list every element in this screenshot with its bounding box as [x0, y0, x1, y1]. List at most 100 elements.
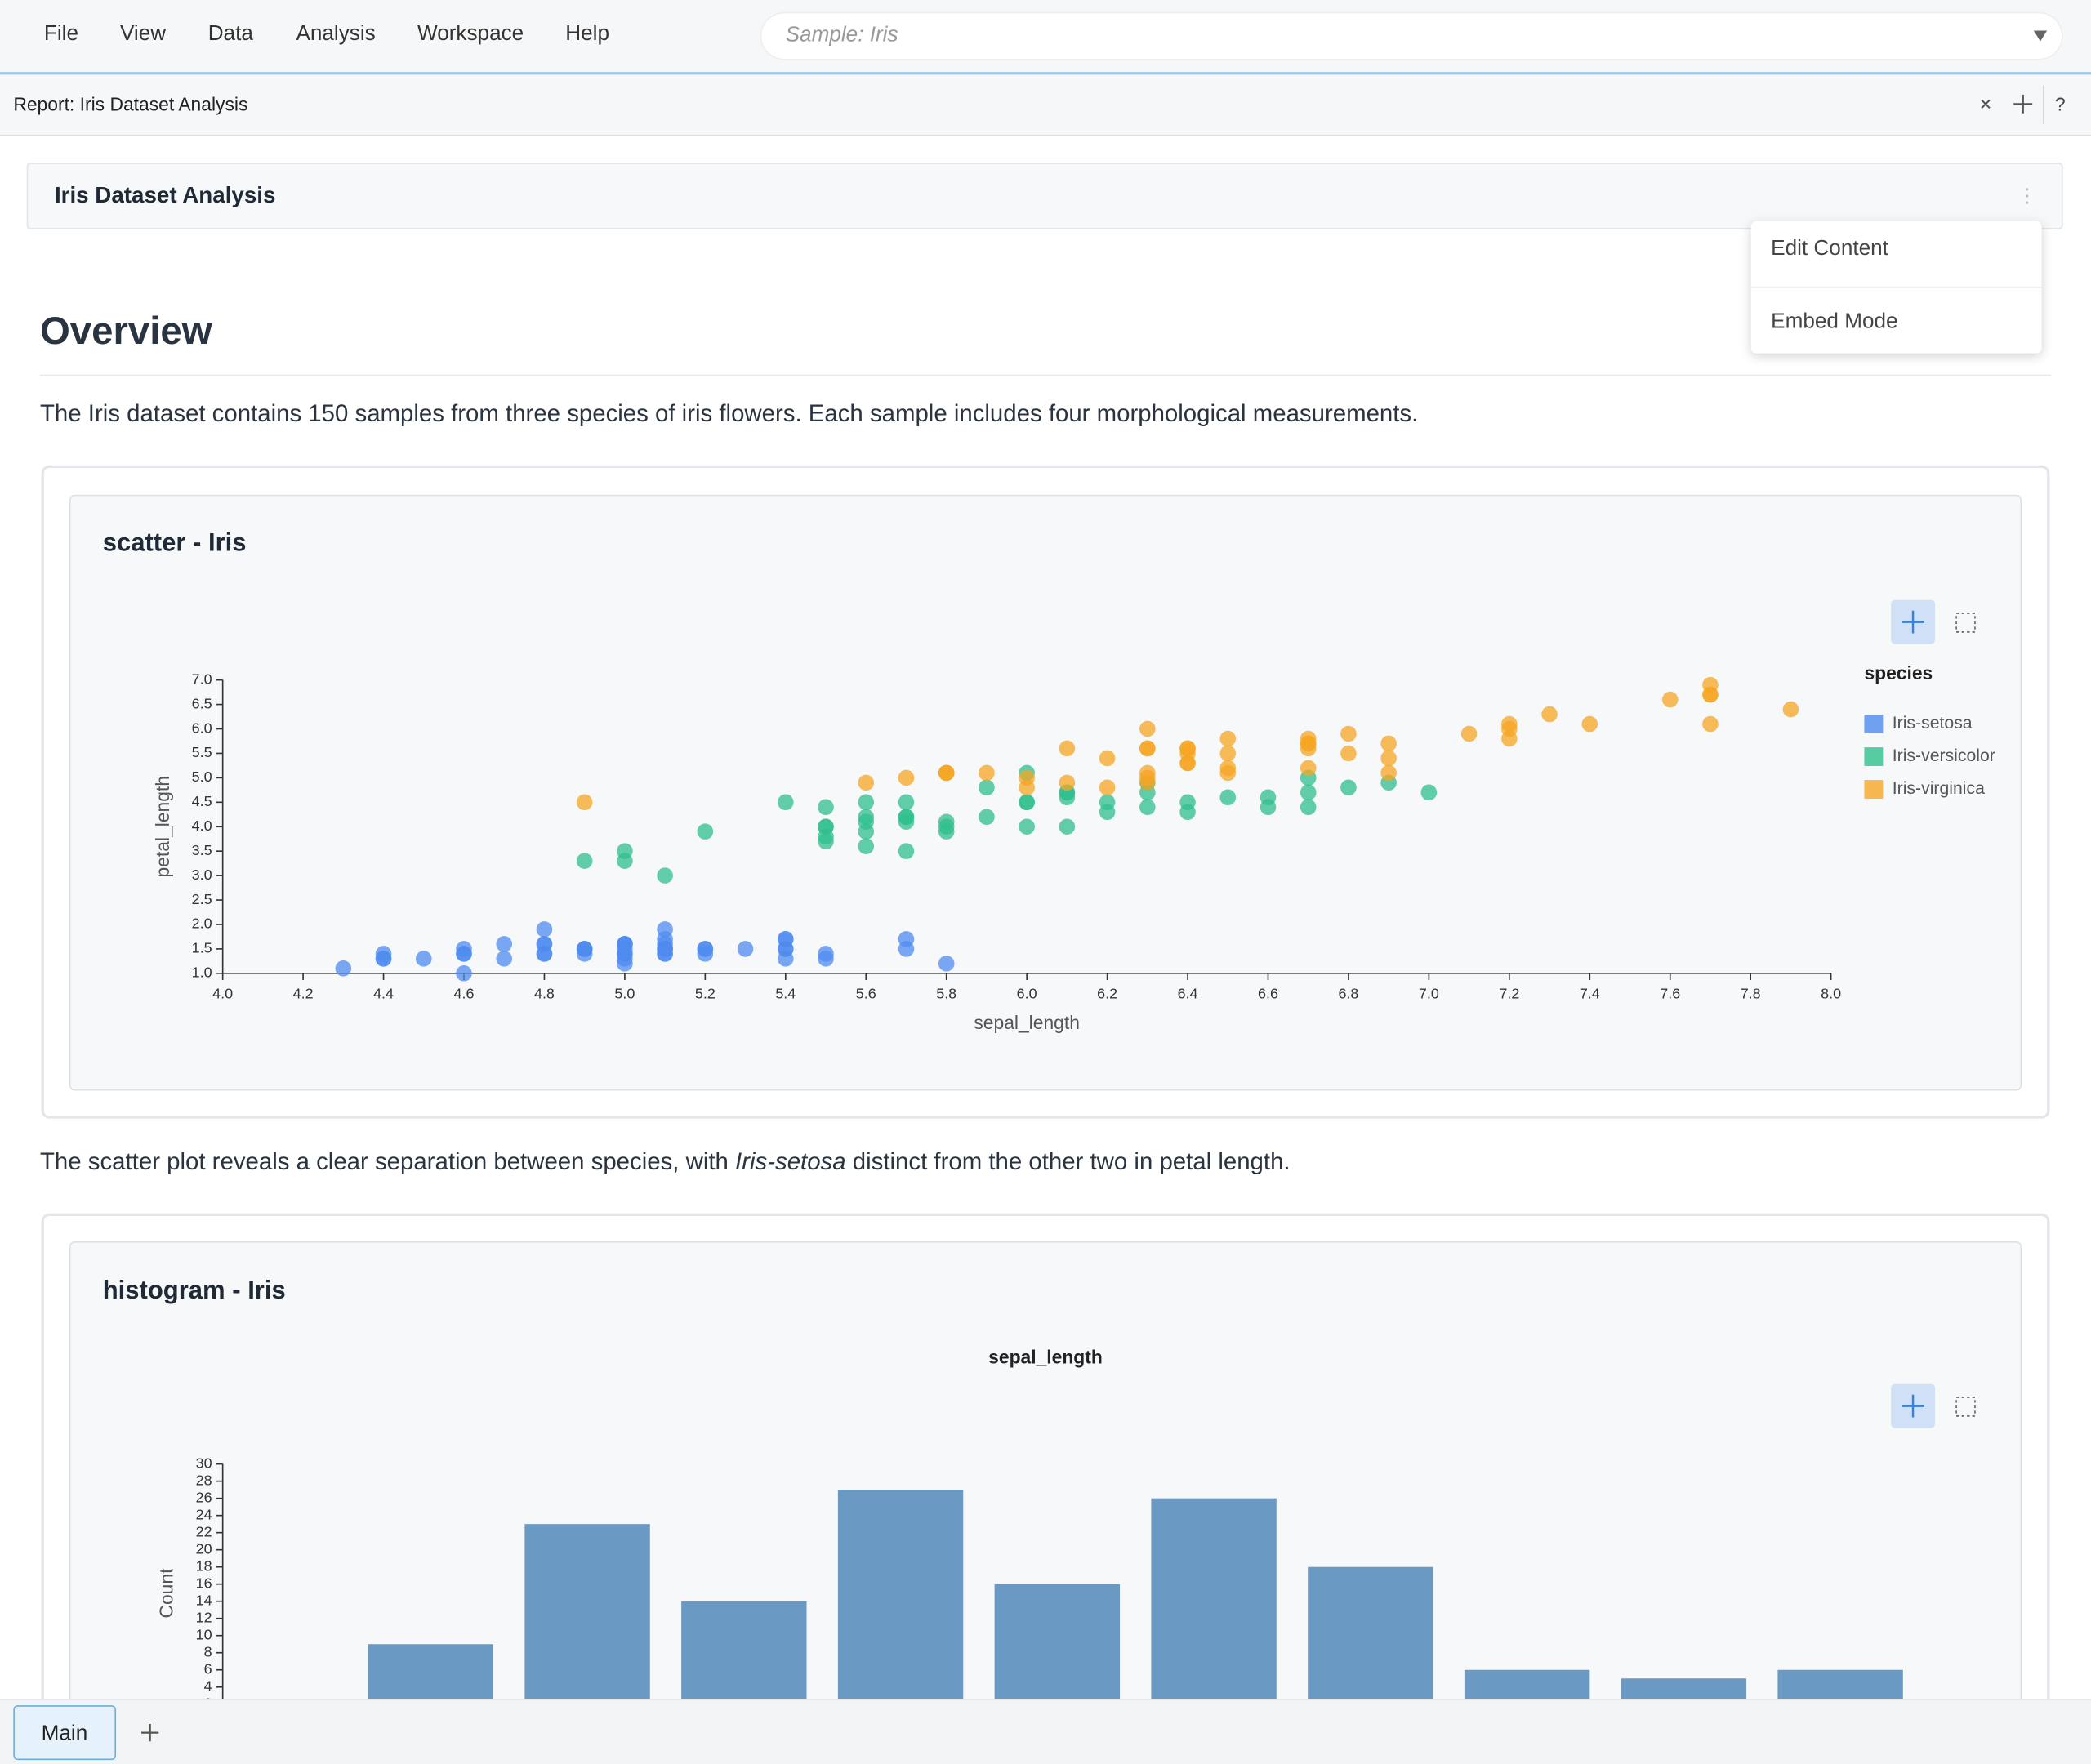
- y-tick-label: 3.5: [192, 842, 212, 858]
- point: [1019, 779, 1035, 796]
- x-tick-label: 6.0: [1017, 986, 1037, 1002]
- point: [375, 951, 392, 967]
- point: [1541, 706, 1558, 723]
- point: [1380, 735, 1397, 752]
- menu-analysis[interactable]: Analysis: [296, 22, 376, 46]
- help-button[interactable]: ?: [2054, 93, 2066, 115]
- point: [898, 931, 915, 947]
- selector-text: Sample: Iris: [785, 24, 898, 47]
- add-tab[interactable]: [140, 1722, 159, 1742]
- y-tick-label: 12: [196, 1609, 212, 1625]
- point: [1300, 784, 1317, 801]
- point: [1420, 784, 1438, 801]
- y-axis-label: petal_length: [152, 776, 173, 877]
- select-tool[interactable]: [1955, 612, 1976, 633]
- x-tick-label: 7.0: [1419, 986, 1439, 1002]
- point: [1340, 745, 1357, 762]
- point: [617, 853, 633, 869]
- legend-title: species: [1864, 662, 1933, 684]
- menu-view[interactable]: View: [119, 22, 167, 46]
- y-tick-label: 8: [204, 1643, 212, 1659]
- point: [456, 965, 472, 982]
- tab-main[interactable]: Main: [13, 1705, 117, 1761]
- point: [979, 779, 995, 796]
- point: [576, 794, 593, 811]
- y-tick-label: 2.5: [192, 891, 212, 907]
- x-tick-label: 7.8: [1741, 986, 1761, 1002]
- point: [1340, 779, 1357, 796]
- add-button[interactable]: [2013, 93, 2034, 114]
- bottom-tab-bar: Main: [0, 1699, 2091, 1764]
- paragraph: The Iris dataset contains 150 samples fr…: [39, 399, 1419, 427]
- menu-embed-mode[interactable]: Embed Mode: [1771, 310, 1898, 334]
- point: [1179, 745, 1196, 762]
- x-tick-label: 7.2: [1499, 986, 1519, 1002]
- point: [1139, 799, 1156, 816]
- point: [1702, 715, 1719, 733]
- menu-data[interactable]: Data: [207, 22, 253, 46]
- point: [979, 764, 995, 782]
- y-tick-label: 4.5: [192, 793, 212, 809]
- menu-edit-content[interactable]: Edit Content: [1771, 237, 1888, 261]
- point: [1300, 735, 1317, 752]
- point: [697, 823, 714, 840]
- x-tick-label: 5.6: [856, 986, 876, 1002]
- point: [898, 843, 915, 859]
- point: [1661, 691, 1679, 708]
- menu-workspace[interactable]: Workspace: [417, 22, 524, 46]
- sample-selector[interactable]: Sample: Iris: [761, 13, 2062, 59]
- point: [938, 818, 955, 835]
- point: [1019, 794, 1035, 811]
- y-tick-label: 14: [196, 1592, 212, 1608]
- report-title: Iris Dataset Analysis: [54, 182, 276, 208]
- x-tick-label: 5.0: [614, 986, 635, 1002]
- point: [1219, 789, 1237, 806]
- y-tick-label: 6: [204, 1660, 212, 1677]
- point: [1460, 725, 1478, 742]
- report-tab-bar: Report: Iris Dataset Analysis ?: [0, 74, 2091, 136]
- bar: [1151, 1498, 1277, 1722]
- point: [1139, 740, 1156, 757]
- y-tick-label: 1.5: [192, 940, 212, 956]
- point: [1059, 740, 1076, 757]
- y-tick-label: 4: [204, 1677, 212, 1694]
- x-tick-label: 4.2: [293, 986, 314, 1002]
- chart-title: scatter - Iris: [103, 528, 247, 556]
- point: [818, 799, 834, 816]
- menu-divider: [1750, 287, 2042, 288]
- report-tab-title[interactable]: Report: Iris Dataset Analysis: [13, 93, 248, 115]
- menu-bar: File View Data Analysis Workspace Help S…: [0, 0, 2091, 75]
- select-tool[interactable]: [1955, 1396, 1976, 1417]
- x-tick-label: 4.0: [212, 986, 233, 1002]
- y-tick-label: 2.0: [192, 915, 212, 932]
- y-tick-label: 5.5: [192, 744, 212, 760]
- dropdown-arrow: [2033, 30, 2048, 42]
- y-tick-label: 26: [196, 1489, 212, 1505]
- y-tick-label: 6.5: [192, 695, 212, 711]
- x-tick-label: 4.4: [373, 986, 394, 1002]
- y-tick-label: 20: [196, 1540, 212, 1557]
- x-tick-label: 7.6: [1660, 986, 1680, 1002]
- point: [1300, 799, 1317, 816]
- legend-swatch: [1864, 747, 1884, 766]
- point: [938, 764, 955, 782]
- menu-file[interactable]: File: [43, 22, 78, 46]
- point: [576, 941, 593, 957]
- point: [1219, 745, 1237, 762]
- chart-panel: [69, 494, 2022, 1091]
- menu-help[interactable]: Help: [565, 22, 609, 46]
- kebab-menu[interactable]: [2024, 185, 2030, 207]
- legend-label: Iris-versicolor: [1893, 746, 1995, 765]
- point: [1219, 730, 1237, 747]
- point: [1380, 764, 1397, 782]
- pan-icon: [1902, 1394, 1924, 1418]
- point: [858, 794, 875, 811]
- point: [657, 921, 673, 938]
- point: [496, 936, 513, 952]
- close-button[interactable]: [1979, 97, 1992, 110]
- y-tick-label: 22: [196, 1523, 212, 1539]
- y-tick-label: 30: [196, 1454, 212, 1471]
